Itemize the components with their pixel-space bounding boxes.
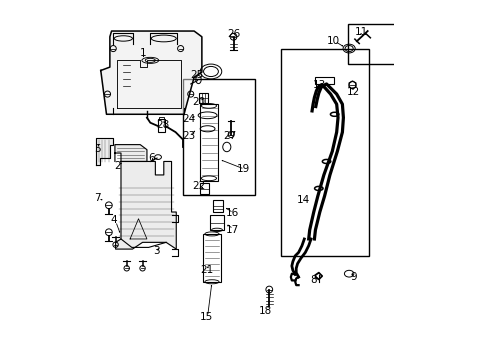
Bar [280, 49, 368, 256]
Text: 24: 24 [182, 114, 195, 124]
Text: 8: 8 [309, 275, 316, 285]
Bar [199, 93, 207, 103]
Bar [315, 77, 333, 84]
Text: 21: 21 [200, 265, 213, 275]
Text: 10: 10 [326, 36, 339, 46]
Text: 27: 27 [223, 131, 236, 140]
Bar [347, 24, 395, 64]
Text: 2: 2 [114, 161, 121, 171]
Bar [200, 183, 209, 194]
Text: 4: 4 [111, 215, 117, 225]
Text: 17: 17 [225, 225, 238, 235]
Text: 7: 7 [94, 193, 101, 203]
Text: 6: 6 [148, 153, 154, 163]
Text: 19: 19 [237, 164, 250, 174]
Bar [213, 200, 223, 212]
Bar [203, 234, 220, 282]
Bar [200, 104, 218, 181]
Text: 16: 16 [225, 208, 238, 218]
Text: 1: 1 [140, 48, 146, 58]
Text: 20: 20 [192, 97, 204, 107]
Bar [159, 117, 164, 119]
Text: 12: 12 [346, 87, 359, 97]
Polygon shape [96, 138, 113, 165]
Polygon shape [115, 145, 146, 162]
Text: 22: 22 [191, 181, 204, 191]
Text: 9: 9 [349, 272, 356, 282]
Text: 5: 5 [94, 144, 101, 154]
Text: 18: 18 [259, 306, 272, 316]
Bar [209, 215, 224, 230]
Text: 28: 28 [156, 120, 169, 130]
Text: 14: 14 [296, 194, 309, 204]
Text: 25: 25 [189, 70, 203, 80]
Text: 3: 3 [152, 247, 159, 256]
Text: 23: 23 [182, 131, 195, 140]
Text: 13: 13 [312, 80, 326, 90]
Bar [183, 79, 255, 195]
Text: 15: 15 [200, 312, 213, 323]
Text: 11: 11 [354, 27, 367, 37]
Text: 26: 26 [226, 30, 240, 39]
Bar [158, 119, 165, 132]
Polygon shape [101, 31, 202, 114]
Polygon shape [115, 162, 176, 249]
